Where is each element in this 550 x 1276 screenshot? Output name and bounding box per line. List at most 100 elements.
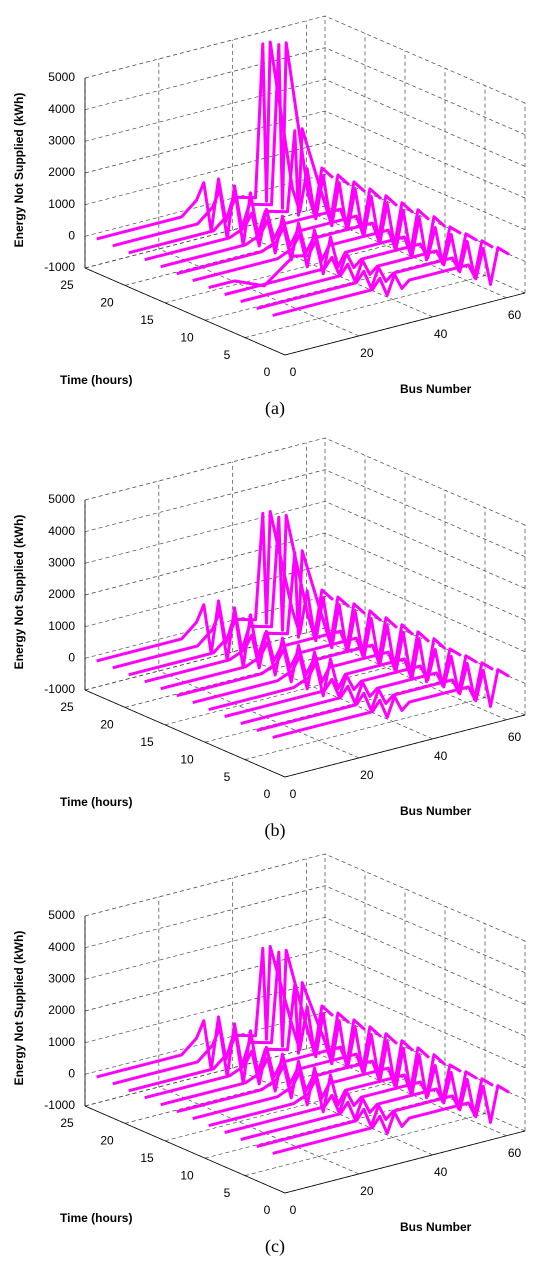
data-line [272,668,510,739]
grid-line [84,853,326,917]
axis-line [284,714,526,778]
caption: (b) [265,820,286,841]
data-line [112,41,350,248]
z-tick-label: 4000 [48,102,75,116]
grid-line [158,1086,359,1175]
y-tick-label: 5 [224,348,231,362]
data-line [96,510,334,663]
data-line [160,194,398,269]
y-tick-label: 15 [140,735,154,749]
x-tick-label: 0 [290,365,297,379]
grid-line [204,679,446,743]
grid-line [324,532,526,621]
axis-line [284,1130,526,1194]
y-axis-title: Time (hours) [60,795,132,809]
z-tick-label: 3000 [48,556,75,570]
data-line [256,239,494,310]
z-tick-label: 2000 [48,165,75,179]
y-tick-label: 15 [140,313,154,327]
grid-line [84,627,326,691]
data-line [160,1032,398,1107]
x-tick-label: 40 [434,749,448,763]
grid-line [164,240,406,304]
y-tick-label: 5 [224,770,231,784]
data-line [192,1046,430,1121]
z-tick-label: -1000 [44,260,75,274]
z-tick-label: 5000 [48,908,75,922]
z-tick-label: 2000 [48,1003,75,1017]
grid-line [306,210,507,299]
grid-line [232,229,433,318]
grid-line [324,980,526,1068]
axis-line [84,267,286,356]
z-tick-label: 4000 [48,524,75,538]
z-tick-label: 5000 [48,70,75,84]
grid-line [244,275,486,338]
grid-line [124,223,366,286]
z-tick-label: 3000 [48,972,75,986]
y-tick-label: 10 [180,752,194,766]
z-tick-label: 5000 [48,492,75,506]
grid-line [306,632,507,721]
grid-line [84,532,326,596]
grid-line [324,885,526,973]
data-line [112,948,350,1086]
grid-line [84,885,326,949]
x-tick-label: 60 [508,308,522,322]
z-tick-label: 1000 [48,1035,75,1049]
data-line [176,623,414,698]
grid-line [84,1011,326,1075]
data-line [192,208,430,283]
grid-line [324,469,526,557]
x-tick-label: 40 [434,1165,448,1179]
x-tick-label: 0 [290,787,297,801]
z-axis-title: Energy Not Supplied (kWh) [12,93,26,248]
z-tick-label: 0 [68,229,75,243]
z-tick-label: 1000 [48,197,75,211]
grid-line [124,1061,366,1124]
grid-line [84,1043,326,1107]
x-axis-title: Bus Number [400,382,472,396]
data-line [208,1053,446,1128]
y-tick-label: 25 [60,278,74,292]
data-line [224,225,462,296]
axis-line [84,1105,286,1194]
grid-line [124,645,366,708]
data-line [272,1084,510,1155]
y-axis-title: Time (hours) [60,1211,132,1225]
grid-line [158,248,359,337]
z-tick-label: 2000 [48,587,75,601]
y-tick-label: 15 [140,1151,154,1165]
data-line [192,630,430,705]
grid-line [84,205,326,269]
x-tick-label: 0 [290,1203,297,1217]
grid-line [84,500,326,564]
y-tick-label: 20 [100,718,114,732]
data-line [112,513,350,670]
data-line [224,647,462,718]
data-line [176,1039,414,1114]
grid-line [84,78,326,142]
data-line [208,637,446,712]
data-line [128,981,366,1093]
grid-line [324,437,526,526]
grid-line [244,1113,486,1176]
x-tick-label: 60 [508,730,522,744]
x-axis-title: Bus Number [400,1220,472,1234]
y-tick-label: 0 [264,1203,271,1217]
grid-line [306,1048,507,1137]
z-tick-label: -1000 [44,1098,75,1112]
grid-line [324,79,526,167]
data-line [144,187,382,262]
grid-line [164,662,406,726]
grid-line [84,595,326,659]
grid-line [158,670,359,759]
grid-line [204,1095,446,1159]
caption: (c) [265,1236,285,1257]
y-tick-label: 20 [100,296,114,310]
grid-line [84,469,326,533]
x-tick-label: 20 [360,768,374,782]
grid-line [324,564,526,652]
y-axis-title: Time (hours) [60,373,132,387]
